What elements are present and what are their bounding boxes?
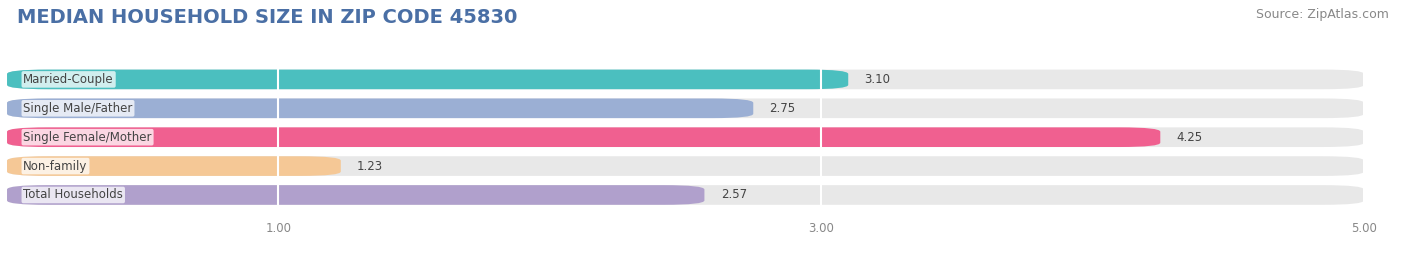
FancyBboxPatch shape — [7, 98, 1364, 118]
FancyBboxPatch shape — [7, 185, 1364, 205]
Text: MEDIAN HOUSEHOLD SIZE IN ZIP CODE 45830: MEDIAN HOUSEHOLD SIZE IN ZIP CODE 45830 — [17, 8, 517, 27]
FancyBboxPatch shape — [7, 127, 1160, 147]
Text: 2.75: 2.75 — [769, 102, 796, 115]
Text: 2.57: 2.57 — [721, 189, 747, 201]
FancyBboxPatch shape — [7, 127, 1364, 147]
Text: Married-Couple: Married-Couple — [24, 73, 114, 86]
FancyBboxPatch shape — [7, 185, 704, 205]
FancyBboxPatch shape — [7, 98, 754, 118]
Text: Single Male/Father: Single Male/Father — [24, 102, 132, 115]
Text: 4.25: 4.25 — [1177, 131, 1202, 144]
Text: 1.23: 1.23 — [357, 160, 384, 173]
Text: Source: ZipAtlas.com: Source: ZipAtlas.com — [1256, 8, 1389, 21]
FancyBboxPatch shape — [7, 156, 1364, 176]
Text: Total Households: Total Households — [24, 189, 124, 201]
FancyBboxPatch shape — [7, 70, 1364, 89]
Text: 3.10: 3.10 — [865, 73, 890, 86]
FancyBboxPatch shape — [7, 70, 848, 89]
FancyBboxPatch shape — [7, 156, 340, 176]
Text: Non-family: Non-family — [24, 160, 87, 173]
Text: Single Female/Mother: Single Female/Mother — [24, 131, 152, 144]
